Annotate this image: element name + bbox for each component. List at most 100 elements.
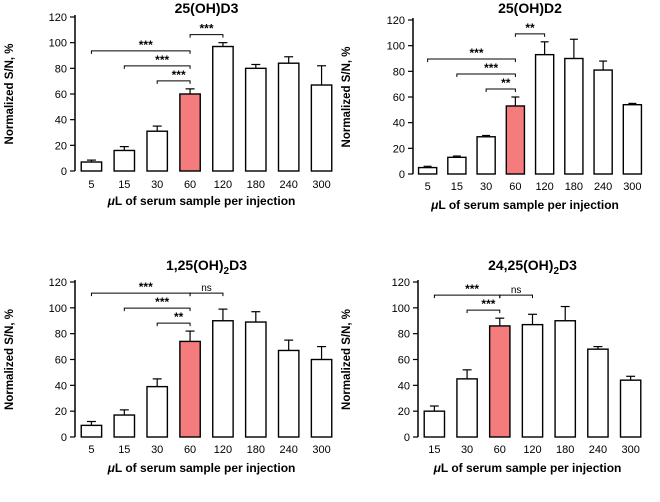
significance-bracket bbox=[156, 322, 191, 327]
bar bbox=[212, 45, 234, 172]
bar bbox=[505, 105, 526, 175]
x-tick-label: 240 bbox=[280, 179, 298, 191]
x-tick-label: 240 bbox=[589, 444, 607, 456]
x-tick-label: 15 bbox=[428, 444, 440, 456]
significance-label: *** bbox=[155, 295, 169, 309]
significance-label: *** bbox=[465, 282, 479, 296]
chart-panel-3: 1,25(OH)2D3 0 20 40 60 80 100 120 Normalized S/N… bbox=[4, 257, 333, 475]
x-axis-label: μL of serum sample per injection bbox=[433, 461, 622, 475]
y-tick-label: 120 bbox=[49, 12, 67, 24]
significance-label: *** bbox=[139, 280, 153, 294]
y-tick-label: 40 bbox=[55, 115, 67, 127]
significance-bracket bbox=[499, 294, 533, 299]
chart-title: 25(OH)D2 bbox=[498, 0, 562, 16]
significance-label: ns bbox=[201, 283, 212, 294]
y-tick-label: 100 bbox=[49, 303, 67, 315]
chart-panel-2: 25(OH)D2 0 20 40 60 80 100 120 Normalized S/N, %… bbox=[341, 0, 643, 212]
bar bbox=[80, 161, 103, 172]
x-tick-label: 30 bbox=[151, 444, 163, 456]
y-tick-label: 80 bbox=[398, 329, 410, 341]
y-tick-label: 20 bbox=[393, 143, 405, 155]
bar bbox=[310, 358, 333, 438]
bar bbox=[80, 424, 103, 438]
y-tick-label: 120 bbox=[387, 15, 405, 27]
y-tick-label: 40 bbox=[393, 118, 405, 130]
x-axis-label: μL of serum sample per injection bbox=[107, 194, 296, 208]
significance-label: *** bbox=[199, 22, 213, 36]
significance-bracket bbox=[156, 80, 191, 84]
x-tick-label: 5 bbox=[88, 179, 94, 191]
y-tick-label: 100 bbox=[49, 38, 67, 50]
significance-label: *** bbox=[481, 297, 495, 311]
y-tick-label: 120 bbox=[49, 277, 67, 289]
y-axis-label: Normalized S/N, % bbox=[4, 309, 16, 410]
bar bbox=[447, 156, 467, 175]
significance-label: ** bbox=[525, 21, 535, 35]
x-tick-label: 300 bbox=[623, 181, 641, 193]
x-axis-label: μL of serum sample per injection bbox=[107, 461, 296, 475]
bar bbox=[619, 379, 642, 438]
y-tick-label: 0 bbox=[399, 169, 405, 181]
significance-bracket bbox=[90, 50, 191, 54]
x-tick-label: 120 bbox=[523, 444, 541, 456]
y-tick-label: 100 bbox=[392, 303, 410, 315]
y-tick-label: 60 bbox=[55, 89, 67, 101]
significance-bracket bbox=[427, 58, 516, 62]
x-tick-label: 60 bbox=[184, 444, 196, 456]
x-tick-label: 60 bbox=[509, 181, 521, 193]
bar bbox=[456, 378, 478, 438]
significance-bracket bbox=[189, 292, 224, 297]
y-tick-label: 0 bbox=[61, 166, 67, 178]
y-tick-label: 80 bbox=[393, 66, 405, 78]
significance-label: *** bbox=[484, 61, 498, 75]
chart-panel-4: 24,25(OH)2D3 0 20 40 60 80 100 120 Normalized S/… bbox=[341, 257, 642, 475]
bar bbox=[277, 62, 300, 172]
y-axis-label: Normalized S/N, % bbox=[341, 309, 353, 410]
y-tick-label: 20 bbox=[55, 140, 67, 152]
y-tick-label: 100 bbox=[387, 41, 405, 53]
y-tick-label: 60 bbox=[393, 92, 405, 104]
x-tick-label: 300 bbox=[312, 444, 330, 456]
significance-label: *** bbox=[172, 68, 186, 82]
bar bbox=[593, 69, 613, 175]
chart-title: 1,25(OH)2D3 bbox=[166, 257, 247, 277]
bar bbox=[244, 67, 267, 172]
bar bbox=[212, 320, 234, 438]
y-axis-label: Normalized S/N, % bbox=[4, 44, 16, 145]
bar bbox=[179, 340, 201, 438]
bar bbox=[423, 410, 446, 438]
chart-title: 24,25(OH)2D3 bbox=[488, 257, 577, 277]
bar bbox=[277, 349, 300, 438]
bar bbox=[113, 149, 136, 172]
bar bbox=[179, 93, 201, 172]
bar bbox=[113, 414, 136, 438]
y-tick-label: 0 bbox=[404, 432, 410, 444]
x-tick-label: 240 bbox=[594, 181, 612, 193]
significance-bracket bbox=[456, 73, 516, 77]
x-tick-label: 180 bbox=[556, 444, 574, 456]
bar bbox=[310, 84, 333, 172]
x-tick-label: 30 bbox=[461, 444, 473, 456]
chart-panel-1: 25(OH)D3 0 20 40 60 80 100 120 Normalized S/N, %… bbox=[4, 0, 333, 208]
bar bbox=[521, 323, 544, 438]
y-axis-label: Normalized S/N, % bbox=[341, 47, 353, 148]
y-tick-label: 60 bbox=[398, 355, 410, 367]
x-tick-label: 60 bbox=[184, 179, 196, 191]
x-tick-label: 5 bbox=[88, 444, 94, 456]
x-tick-label: 180 bbox=[565, 181, 583, 193]
bar bbox=[554, 320, 577, 438]
bar bbox=[488, 325, 511, 438]
x-axis-label: μL of serum sample per injection bbox=[430, 198, 619, 212]
x-tick-label: 30 bbox=[480, 181, 492, 193]
x-tick-label: 120 bbox=[535, 181, 553, 193]
chart-title: 25(OH)D3 bbox=[175, 0, 239, 16]
y-tick-label: 0 bbox=[61, 432, 67, 444]
significance-bracket bbox=[514, 33, 546, 37]
x-tick-label: 15 bbox=[118, 179, 130, 191]
bar bbox=[244, 321, 267, 438]
y-tick-label: 20 bbox=[55, 406, 67, 418]
x-tick-label: 15 bbox=[118, 444, 130, 456]
y-tick-label: 120 bbox=[392, 277, 410, 289]
y-tick-label: 80 bbox=[55, 329, 67, 341]
